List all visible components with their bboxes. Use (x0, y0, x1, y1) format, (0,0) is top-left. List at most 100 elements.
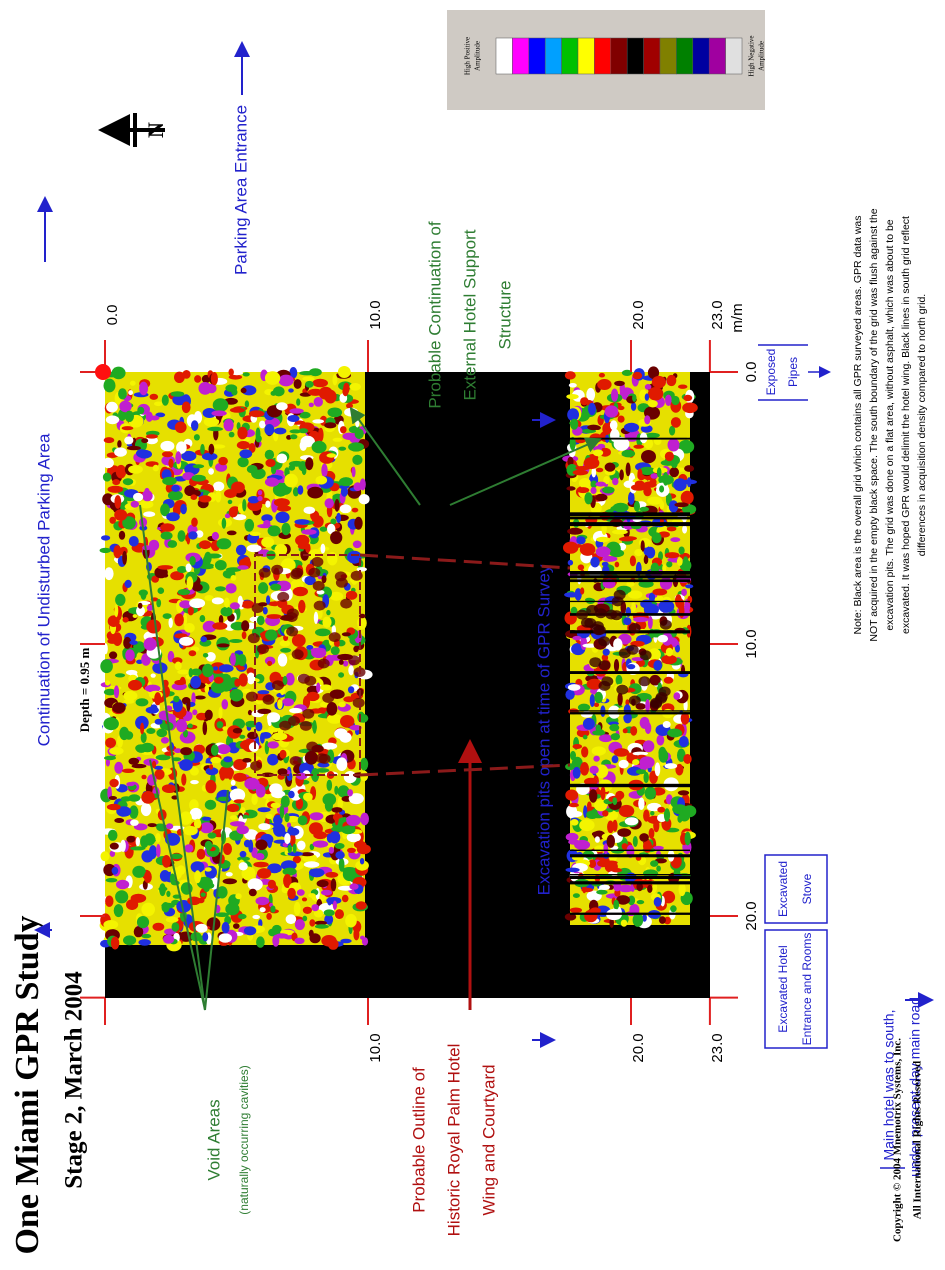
gpr-blob (346, 814, 361, 827)
gpr-blob (141, 791, 155, 804)
annotation: Excavated Hotel (776, 945, 790, 1032)
gpr-blob (668, 500, 679, 513)
density-stripe (570, 516, 690, 520)
title: One Miami GPR Study (9, 915, 46, 1254)
gpr-blob (332, 900, 337, 910)
gpr-blob (187, 723, 193, 729)
gpr-blob (678, 384, 688, 389)
gpr-blob (189, 598, 206, 608)
gpr-blob (141, 438, 149, 444)
gpr-blob (624, 817, 639, 826)
gpr-blob (143, 637, 157, 651)
dark-blob (352, 697, 365, 708)
gpr-blob (169, 873, 175, 884)
gpr-blob (627, 895, 636, 906)
gpr-blob (639, 716, 650, 729)
gpr-blob (218, 933, 232, 943)
gpr-blob (292, 487, 299, 497)
dark-blob (311, 556, 324, 567)
gpr-blob (304, 750, 318, 765)
gpr-blob (109, 747, 124, 755)
gpr-blob (228, 507, 238, 518)
gpr-blob (162, 613, 172, 619)
dark-blob (328, 632, 341, 643)
gpr-blob (237, 456, 249, 468)
gpr-blob (633, 616, 649, 623)
gpr-blob (652, 588, 668, 596)
gpr-blob (107, 829, 118, 841)
gpr-blob (157, 565, 174, 570)
dark-blob (251, 603, 264, 614)
gpr-blob (289, 429, 302, 434)
gpr-blob (223, 843, 232, 855)
gpr-blob (267, 753, 279, 766)
dark-blob (271, 680, 284, 691)
gpr-blob (239, 734, 246, 739)
gpr-blob (312, 378, 329, 388)
tick-label: 10.0 (367, 300, 384, 329)
gpr-blob (102, 457, 114, 469)
gpr-blob (139, 381, 149, 396)
gpr-blob (162, 855, 171, 868)
gpr-blob (184, 623, 195, 633)
gpr-blob (295, 797, 304, 810)
gpr-blob (352, 454, 363, 465)
gpr-blob (230, 652, 236, 666)
gpr-blob (602, 486, 615, 494)
gpr-blob (114, 447, 127, 457)
annotation: Continuation of Undisturbed Parking Area (34, 433, 53, 746)
gpr-blob (149, 415, 160, 421)
gpr-blob (199, 822, 214, 834)
gpr-blob (658, 916, 666, 924)
pointer (149, 759, 206, 1011)
gpr-blob (621, 369, 633, 376)
layer: One Miami GPR Study Stage 2, March 2004 De… (9, 10, 934, 1255)
gpr-blob (161, 784, 177, 793)
gpr-blob (320, 889, 333, 896)
gpr-blob (319, 586, 332, 600)
gpr-blob (103, 378, 116, 393)
gpr-blob (355, 860, 369, 871)
gpr-blob (327, 407, 343, 418)
gpr-blob (589, 765, 599, 774)
gpr-blob (676, 557, 683, 566)
gpr-blob (102, 472, 112, 482)
gpr-blob (653, 897, 662, 907)
gpr-blob (566, 394, 579, 400)
gpr-blob (154, 692, 162, 706)
gpr-blob (173, 748, 182, 754)
gpr-blob (155, 833, 161, 843)
gpr-blob (638, 797, 645, 810)
gpr-blob (170, 391, 185, 397)
gpr-blob (339, 732, 352, 743)
legend-label: Amplitude (474, 41, 482, 71)
dark-blob (285, 612, 298, 623)
gpr-blob (123, 690, 138, 701)
gpr-blob (253, 861, 269, 868)
gpr-blob (324, 389, 337, 404)
gpr-blob (162, 476, 177, 486)
gpr-blob (570, 606, 578, 615)
gpr-blob (651, 532, 662, 544)
gpr-blob (345, 913, 357, 928)
gpr-blob (237, 565, 249, 570)
gpr-blob (347, 686, 355, 694)
gpr-blob (574, 839, 591, 850)
gpr-blob (141, 490, 153, 502)
gpr-blob (593, 702, 600, 707)
gpr-blob (140, 589, 147, 600)
copyright: All International Rights Reserved (912, 1061, 924, 1220)
gpr-blob (287, 415, 300, 422)
gpr-blob (591, 466, 597, 478)
gpr-blob (216, 643, 230, 648)
dark-blob (628, 695, 641, 706)
gpr-blob (248, 742, 259, 752)
tick-label: 20.0 (630, 300, 647, 329)
gpr-blob (675, 644, 680, 653)
gpr-blob (204, 551, 212, 565)
dark-blob (279, 720, 292, 731)
gpr-blob (653, 845, 664, 850)
gpr-blob (597, 379, 612, 390)
gpr-blob (143, 511, 156, 517)
gpr-blob (104, 567, 114, 581)
